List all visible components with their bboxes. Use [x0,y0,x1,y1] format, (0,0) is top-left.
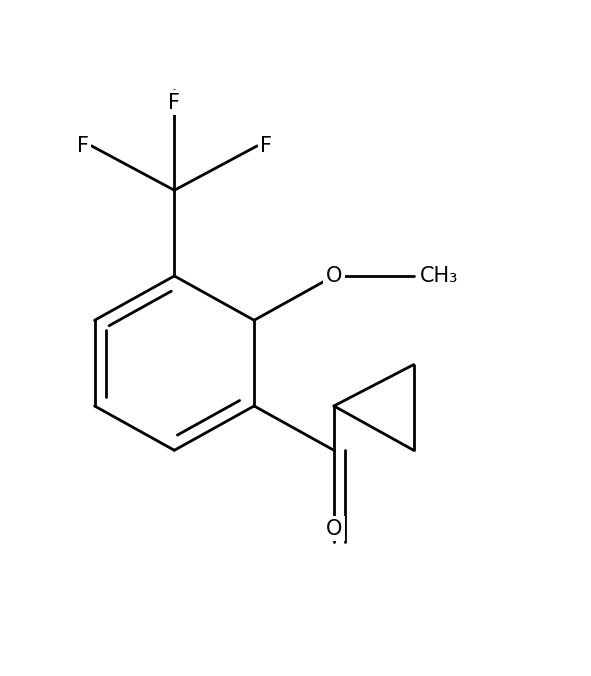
Text: CH₃: CH₃ [420,266,458,286]
Text: O: O [326,266,342,286]
Text: F: F [168,93,180,113]
Text: O: O [326,519,342,539]
Text: F: F [77,136,89,156]
Text: F: F [260,136,272,156]
